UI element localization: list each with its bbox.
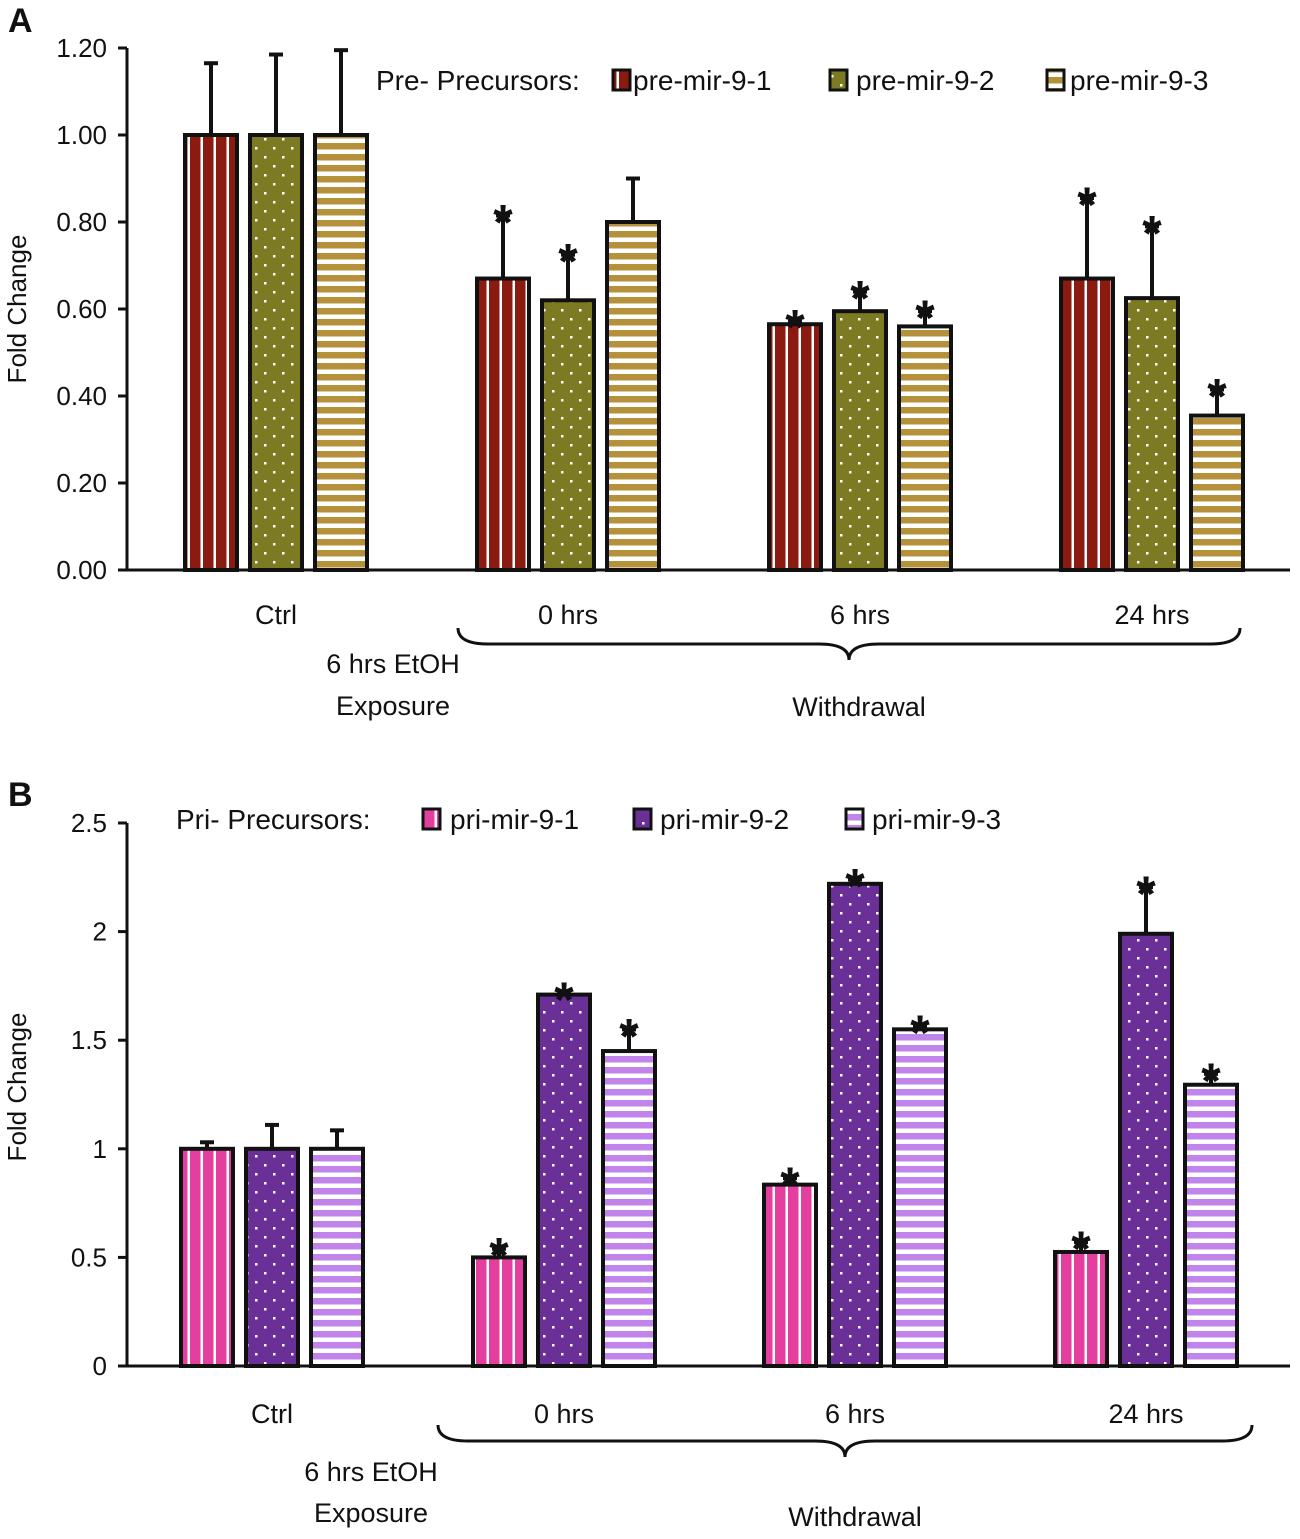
significance-star: *	[1071, 1221, 1091, 1277]
withdrawal-bracket	[456, 627, 1242, 661]
category-label: 0 hrs	[534, 1399, 594, 1429]
bar-pri-mir-9-1	[1053, 1249, 1109, 1368]
category-label: 24 hrs	[1114, 600, 1189, 630]
significance-star: *	[780, 1157, 800, 1213]
significance-star: *	[910, 1005, 930, 1061]
y-tick-label: 0.80	[56, 207, 107, 237]
bar-pri-mir-9-3	[601, 1049, 657, 1369]
panel-label: B	[8, 776, 33, 814]
bar-pre-mir-9-2	[832, 309, 888, 572]
bar-pri-mir-9-1	[471, 1255, 527, 1369]
legend-label: pre-mir-9-1	[633, 65, 771, 96]
bar-pri-mir-9-2	[1118, 931, 1174, 1368]
legend-label: pre-mir-9-3	[1070, 65, 1208, 96]
category-label: Ctrl	[251, 1399, 293, 1429]
withdrawal-bracket	[436, 1424, 1254, 1458]
bar-pri-mir-9-3	[1183, 1082, 1239, 1368]
bar-pre-mir-9-1	[475, 276, 531, 572]
y-tick-label: 0.60	[56, 294, 107, 324]
legend-label: pri-mir-9-2	[660, 804, 789, 835]
category-label: 0 hrs	[538, 600, 598, 630]
category-label: Ctrl	[255, 600, 297, 630]
bar-pre-mir-9-2	[1124, 296, 1180, 572]
significance-star: *	[558, 234, 578, 290]
legend-swatch	[1045, 68, 1066, 92]
category-label: 6 hrs	[825, 1399, 885, 1429]
y-tick-label: 1.20	[56, 33, 107, 63]
bar-pri-mir-9-3	[309, 1146, 365, 1369]
bar-pre-mir-9-3	[605, 220, 661, 572]
y-tick-label: 0.40	[56, 381, 107, 411]
y-tick-label: 2	[93, 917, 107, 947]
category-label: 6 hrs	[830, 600, 890, 630]
legend-title: Pre- Precursors:	[376, 65, 580, 96]
legend-swatch	[421, 807, 442, 831]
significance-star: *	[1136, 866, 1156, 922]
bracket-label: Withdrawal	[788, 1502, 922, 1532]
ctrl-annotation-line1: 6 hrs EtOH	[326, 649, 460, 679]
bar-pre-mir-9-3	[897, 324, 953, 572]
bar-pre-mir-9-3	[313, 133, 369, 572]
legend-swatch	[828, 68, 849, 92]
significance-star: *	[493, 194, 513, 250]
bar-pri-mir-9-1	[179, 1146, 235, 1369]
y-tick-label: 2.5	[71, 808, 107, 838]
y-axis-label: Fold Change	[2, 1013, 32, 1162]
y-tick-label: 1.00	[56, 120, 107, 150]
bar-pre-mir-9-3	[1189, 413, 1245, 573]
bar-pri-mir-9-1	[762, 1182, 818, 1368]
legend-label: pri-mir-9-1	[450, 804, 579, 835]
legend-label: pre-mir-9-2	[856, 65, 994, 96]
bar-pri-mir-9-2	[536, 992, 592, 1368]
significance-star: *	[1207, 368, 1227, 424]
y-tick-label: 0.5	[71, 1242, 107, 1272]
bar-pre-mir-9-2	[540, 298, 596, 572]
panel-label: A	[8, 2, 33, 40]
significance-star: *	[619, 1008, 639, 1064]
significance-star: *	[850, 271, 870, 327]
significance-star: *	[845, 858, 865, 914]
bar-pri-mir-9-3	[892, 1027, 948, 1368]
bar-pri-mir-9-2	[827, 881, 883, 1368]
significance-star: *	[554, 972, 574, 1028]
bracket-label: Withdrawal	[792, 692, 926, 722]
ctrl-annotation-line2: Exposure	[314, 1498, 428, 1528]
y-tick-label: 0.00	[56, 555, 107, 585]
category-label: 24 hrs	[1108, 1399, 1183, 1429]
bar-pri-mir-9-2	[244, 1146, 300, 1369]
y-tick-label: 0.20	[56, 468, 107, 498]
significance-star: *	[785, 300, 805, 356]
y-axis-label: Fold Change	[2, 235, 32, 384]
significance-star: *	[489, 1228, 509, 1284]
significance-star: *	[1201, 1053, 1221, 1109]
bar-pre-mir-9-2	[248, 133, 304, 572]
legend-swatch	[611, 68, 632, 92]
bar-pre-mir-9-1	[1059, 276, 1115, 572]
y-tick-label: 0	[93, 1351, 107, 1381]
significance-star: *	[1142, 205, 1162, 261]
legend-swatch	[632, 807, 653, 831]
bar-pre-mir-9-1	[183, 133, 239, 572]
significance-star: *	[915, 290, 935, 346]
bar-pre-mir-9-1	[767, 322, 823, 572]
legend-title: Pri- Precursors:	[176, 804, 370, 835]
y-tick-label: 1	[93, 1134, 107, 1164]
significance-star: *	[1077, 177, 1097, 233]
ctrl-annotation-line1: 6 hrs EtOH	[304, 1457, 438, 1487]
legend-swatch	[844, 807, 865, 831]
y-tick-label: 1.5	[71, 1025, 107, 1055]
legend-label: pri-mir-9-3	[872, 804, 1001, 835]
ctrl-annotation-line2: Exposure	[336, 691, 450, 721]
